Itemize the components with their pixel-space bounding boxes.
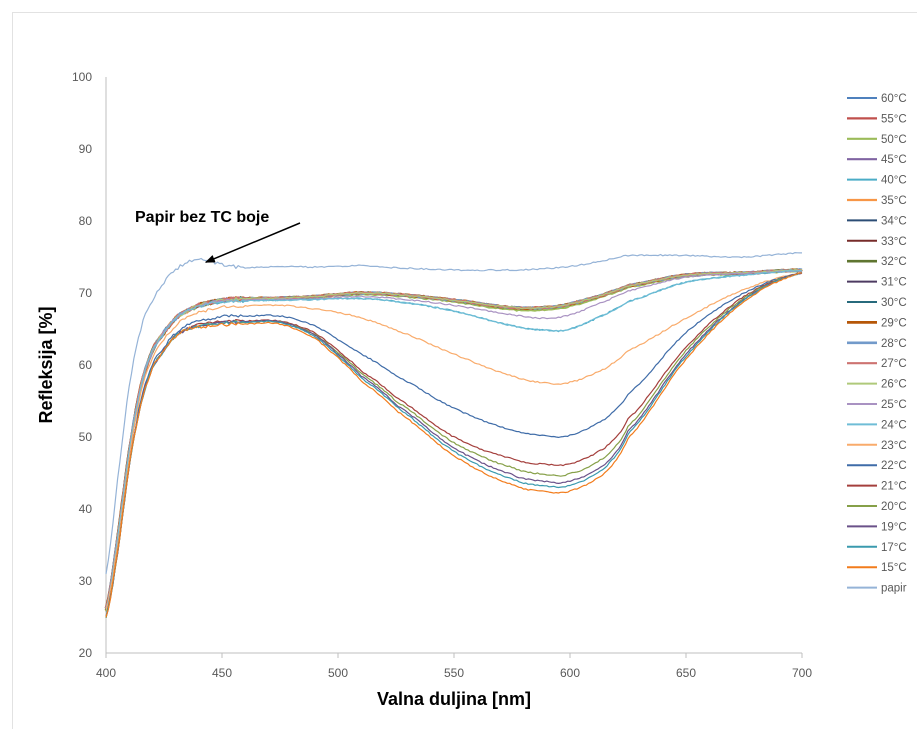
x-tick-label: 700 bbox=[792, 666, 812, 680]
legend-label: 31°C bbox=[881, 277, 907, 289]
y-tick-label: 80 bbox=[79, 214, 93, 228]
y-tick-label: 30 bbox=[79, 574, 93, 588]
legend-label: 17°C bbox=[881, 542, 907, 554]
series-line-25 bbox=[105, 252, 802, 575]
series-line-19 bbox=[105, 271, 803, 618]
x-tick-label: 450 bbox=[212, 666, 232, 680]
legend-label: 27°C bbox=[881, 358, 907, 370]
series-line-11 bbox=[105, 268, 803, 612]
series-line-8 bbox=[105, 269, 803, 609]
legend-label: 24°C bbox=[881, 419, 907, 431]
y-tick-label: 20 bbox=[79, 646, 93, 660]
y-tick-label: 50 bbox=[79, 430, 93, 444]
axes bbox=[105, 77, 802, 654]
x-axis-title: Valna duljina [nm] bbox=[377, 689, 531, 709]
series-line-9 bbox=[104, 268, 803, 611]
x-tick-label: 650 bbox=[676, 666, 696, 680]
y-tick-label: 40 bbox=[79, 502, 93, 516]
legend: 60°C 55°C 50°C 45°C 40°C 35°C 34°C 33°C 32°C 31°C… bbox=[847, 93, 907, 595]
legend-label: 19°C bbox=[881, 521, 907, 533]
legend-label: 32°C bbox=[881, 256, 907, 268]
series-line-6 bbox=[104, 268, 803, 612]
x-tick-label: 400 bbox=[96, 666, 116, 680]
series-line-3 bbox=[104, 269, 803, 612]
x-tick-label: 600 bbox=[560, 666, 580, 680]
series-line-17 bbox=[105, 269, 803, 610]
legend-label: 30°C bbox=[881, 297, 907, 309]
annotation-arrow bbox=[204, 222, 301, 263]
legend-label: 28°C bbox=[881, 338, 907, 350]
series-line-15 bbox=[105, 268, 803, 612]
series-line-4 bbox=[104, 268, 803, 610]
series-line-2 bbox=[104, 269, 803, 612]
legend-label: 35°C bbox=[881, 195, 907, 207]
series-line-22 bbox=[105, 272, 803, 617]
y-tick-label: 70 bbox=[79, 286, 93, 300]
series-line-23 bbox=[105, 272, 802, 617]
legend-label: 40°C bbox=[881, 175, 907, 187]
x-tick-label: 500 bbox=[328, 666, 348, 680]
series-line-16 bbox=[105, 270, 803, 609]
legend-label: 15°C bbox=[881, 562, 907, 574]
legend-label: 26°C bbox=[881, 379, 907, 391]
series-line-24 bbox=[105, 272, 803, 618]
series-line-18 bbox=[105, 272, 803, 610]
legend-label: 55°C bbox=[881, 113, 907, 125]
legend-label: 21°C bbox=[881, 481, 907, 493]
legend-label: 34°C bbox=[881, 215, 907, 227]
legend-label: 60°C bbox=[881, 93, 907, 105]
y-tick-label: 100 bbox=[72, 70, 92, 84]
y-tick-label: 90 bbox=[79, 142, 93, 156]
series-line-14 bbox=[104, 269, 803, 609]
series-line-10 bbox=[105, 269, 803, 612]
legend-label: 20°C bbox=[881, 501, 907, 513]
legend-label: 29°C bbox=[881, 317, 907, 329]
legend-label: 25°C bbox=[881, 399, 907, 411]
legend-label: 33°C bbox=[881, 236, 907, 248]
chart-frame bbox=[12, 12, 917, 729]
series-lines bbox=[104, 252, 803, 618]
legend-label: 22°C bbox=[881, 460, 907, 472]
legend-label: papir bbox=[881, 583, 907, 595]
series-line-5 bbox=[105, 269, 803, 610]
legend-label: 23°C bbox=[881, 440, 907, 452]
series-line-12 bbox=[104, 268, 803, 609]
annotation-label: Papir bez TC boje bbox=[135, 209, 269, 226]
legend-label: 50°C bbox=[881, 134, 907, 146]
y-tick-label: 60 bbox=[79, 358, 93, 372]
y-axis-title: Refleksija [%] bbox=[36, 306, 56, 423]
y-tick-labels: 20 30 40 50 60 70 80 90 100 bbox=[72, 70, 92, 660]
x-tick-label: 550 bbox=[444, 666, 464, 680]
legend-label: 45°C bbox=[881, 154, 907, 166]
series-line-7 bbox=[105, 269, 803, 611]
x-tick-labels: 400 450 500 550 600 650 700 bbox=[96, 653, 812, 680]
